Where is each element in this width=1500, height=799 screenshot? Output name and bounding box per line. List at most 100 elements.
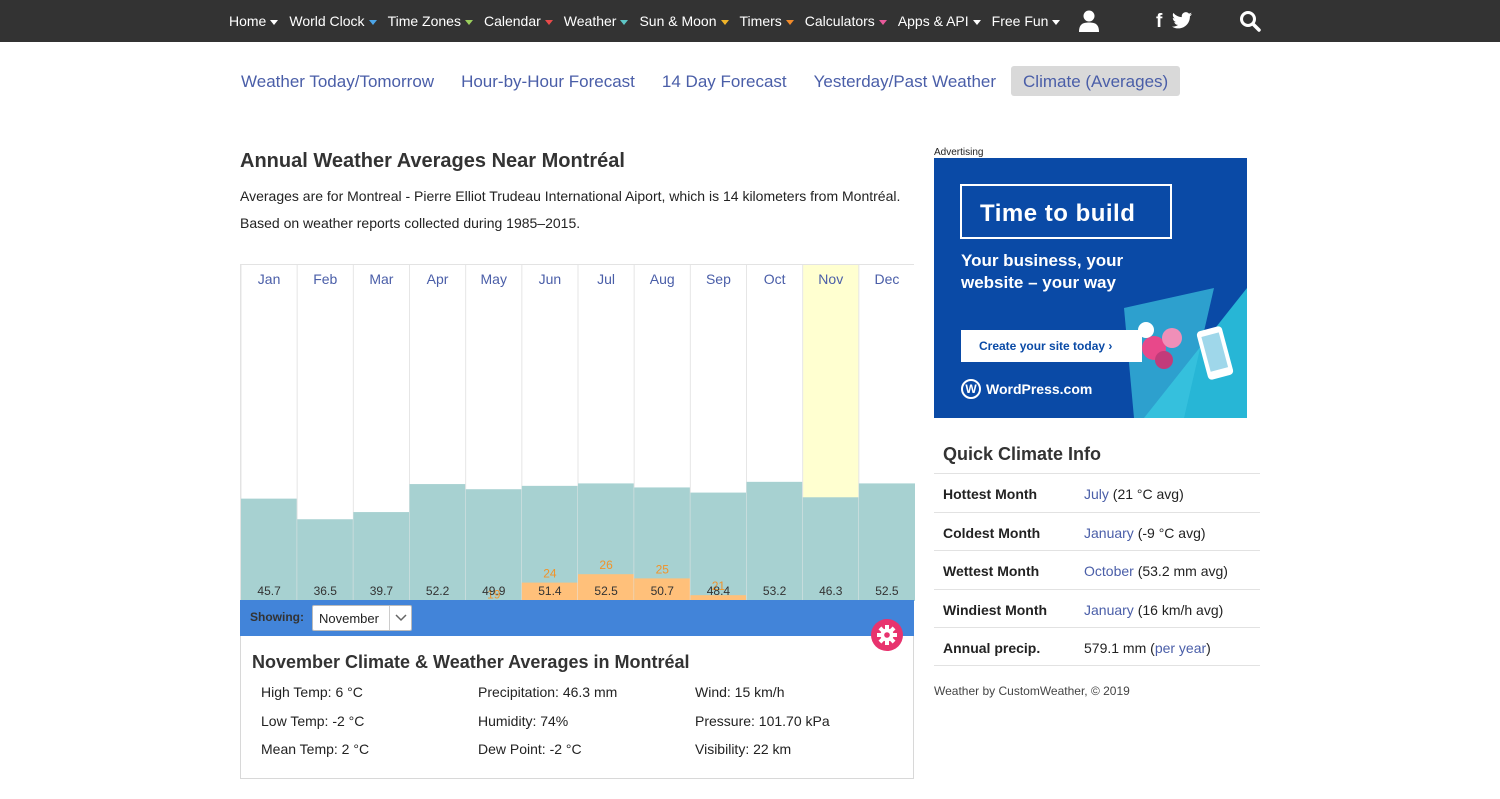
quick-climate-key: Wettest Month [943,563,1040,580]
quick-climate-title: Quick Climate Info [943,444,1102,464]
quick-climate-table: Hottest Month July (21 °C avg) Coldest Mon… [934,473,1260,666]
quick-climate-row: Coldest Month January (-9 °C avg) [934,511,1260,551]
top-navigation: Home World Clock Time Zones Calendar Weather… [0,0,1500,42]
precip-label: 36.5 [314,584,338,598]
high-temp-label: 25 [656,562,670,576]
nav-item-apps-api[interactable]: Apps & API [898,13,981,29]
climate-chart: Jan-5-1345.7Feb-3-1336.5Mar3-639.7Apr122… [240,264,915,601]
nav-item-weather[interactable]: Weather [564,13,629,29]
precip-label: 39.7 [370,584,394,598]
advertisement[interactable]: Time to build Your business, your websit… [934,158,1247,418]
quick-climate-link[interactable]: October [1084,563,1134,580]
quick-climate-value: 579.1 mm (per year) [1084,640,1211,656]
twitter-icon[interactable] [1172,12,1192,29]
precip-label: 52.2 [426,584,450,598]
quick-climate-value: January (16 km/h avg) [1084,602,1223,618]
precip-bar [858,483,915,601]
month-label: Nov [818,271,843,287]
tab-yesterday-past-weather[interactable]: Yesterday/Past Weather [813,72,997,91]
detail-value: Pressure: 101.70 kPa [695,713,830,729]
tab-weather-today-tomorrow[interactable]: Weather Today/Tomorrow [241,72,435,91]
caret-down-icon [368,19,377,25]
nav-item-label: Sun & Moon [639,13,717,29]
nav-item-label: Weather [563,13,617,29]
ad-title: Time to build [980,200,1136,227]
high-temp-label: 24 [543,567,557,581]
month-label: Mar [369,271,393,287]
quick-climate-link[interactable]: July [1084,486,1109,502]
caret-down-icon [1052,19,1061,25]
quick-climate-link[interactable]: January [1084,601,1134,618]
precip-bar [521,485,578,601]
quick-climate-key: Hottest Month [943,486,1038,502]
precip-bar [297,519,354,601]
quick-climate-value-suffix: (21 °C avg) [1108,486,1184,502]
precip-label: 53.2 [763,584,787,598]
month-label: Jan [258,271,281,287]
quick-climate-link[interactable]: January [1084,524,1134,541]
ad-label: Advertising [934,147,984,158]
detail-value: High Temp: 6 °C [261,684,363,700]
temp-range-bar [634,578,691,601]
quick-climate-row: Wettest Month October (53.2 mm avg) [934,550,1260,589]
quick-climate-key: Windiest Month [943,601,1048,618]
tab-climate-averages[interactable]: Climate (Averages) [1011,66,1181,96]
nav-item-time-zones[interactable]: Time Zones [388,13,473,29]
precip-label: 49.9 [482,584,506,598]
nav-item-free-fun[interactable]: Free Fun [992,13,1061,29]
nav-item-label: Calculators [804,13,875,29]
main-menu: Home World Clock Time Zones Calendar Weather… [229,0,1071,42]
quick-climate-link[interactable]: per year [1154,640,1207,657]
precip-bar [241,498,298,601]
page-title: Annual Weather Averages Near Montréal [240,150,625,172]
nav-item-home[interactable]: Home [229,13,279,29]
climate-chart-svg: Jan-5-1345.7Feb-3-1336.5Mar3-639.7Apr122… [241,265,915,601]
ad-cta-label: Create your site today [979,339,1106,353]
month-label: Feb [313,271,337,287]
tab-hour-by-hour-forecast[interactable]: Hour-by-Hour Forecast [461,72,635,91]
nav-item-label: Apps & API [897,13,969,29]
caret-down-icon [620,19,629,25]
detail-value: Humidity: 74% [478,713,569,729]
high-temp-label: 26 [599,558,613,572]
nav-item-world-clock[interactable]: World Clock [289,13,377,29]
temp-range-bar [521,582,578,601]
nav-item-label: Timers [739,13,782,29]
showing-label: Showing: [250,610,304,624]
search-icon[interactable] [1239,10,1261,32]
ad-subtitle: Your business, your website – your way [961,251,1124,292]
nav-item-timers[interactable]: Timers [740,13,794,29]
nav-item-label: Free Fun [991,13,1049,29]
nav-item-calculators[interactable]: Calculators [805,13,887,29]
month-select[interactable]: November [312,605,412,631]
nav-item-sun-moon[interactable]: Sun & Moon [639,13,729,29]
quick-climate-key: Annual precip. [943,640,1041,657]
settings-gear-icon[interactable] [871,619,903,651]
ad-logo: W WordPress.com [961,379,1092,399]
nav-item-label: Calendar [483,13,541,29]
wordpress-icon: W [961,379,981,399]
ad-title-box: Time to build [960,184,1172,239]
precip-label: 48.4 [707,584,731,598]
caret-down-icon [544,19,553,25]
quick-climate-value-prefix: 579.1 mm ( [1084,640,1155,657]
precip-label: 46.3 [819,584,843,598]
quick-climate-row: Hottest Month July (21 °C avg) [934,473,1260,512]
precip-bar [409,484,466,601]
month-label: Jun [539,271,562,287]
precip-label: 52.5 [875,584,899,598]
temp-range-bar [690,595,747,601]
high-temp-label: 21 [712,579,726,593]
nav-item-calendar[interactable]: Calendar [484,13,553,29]
precip-label: 45.7 [257,584,281,598]
precip-bar [465,489,522,601]
user-icon[interactable] [1079,10,1099,32]
month-label: Oct [764,271,786,287]
tab-14-day-forecast[interactable]: 14 Day Forecast [661,72,787,91]
quick-climate-value: October (53.2 mm avg) [1084,563,1228,579]
quick-climate-value-suffix: (53.2 mm avg) [1133,563,1228,580]
detail-value: Wind: 15 km/h [695,684,785,700]
ad-cta-button[interactable]: Create your site today › [961,330,1142,362]
facebook-icon[interactable]: f [1156,11,1163,32]
ad-illustration [1124,288,1247,418]
